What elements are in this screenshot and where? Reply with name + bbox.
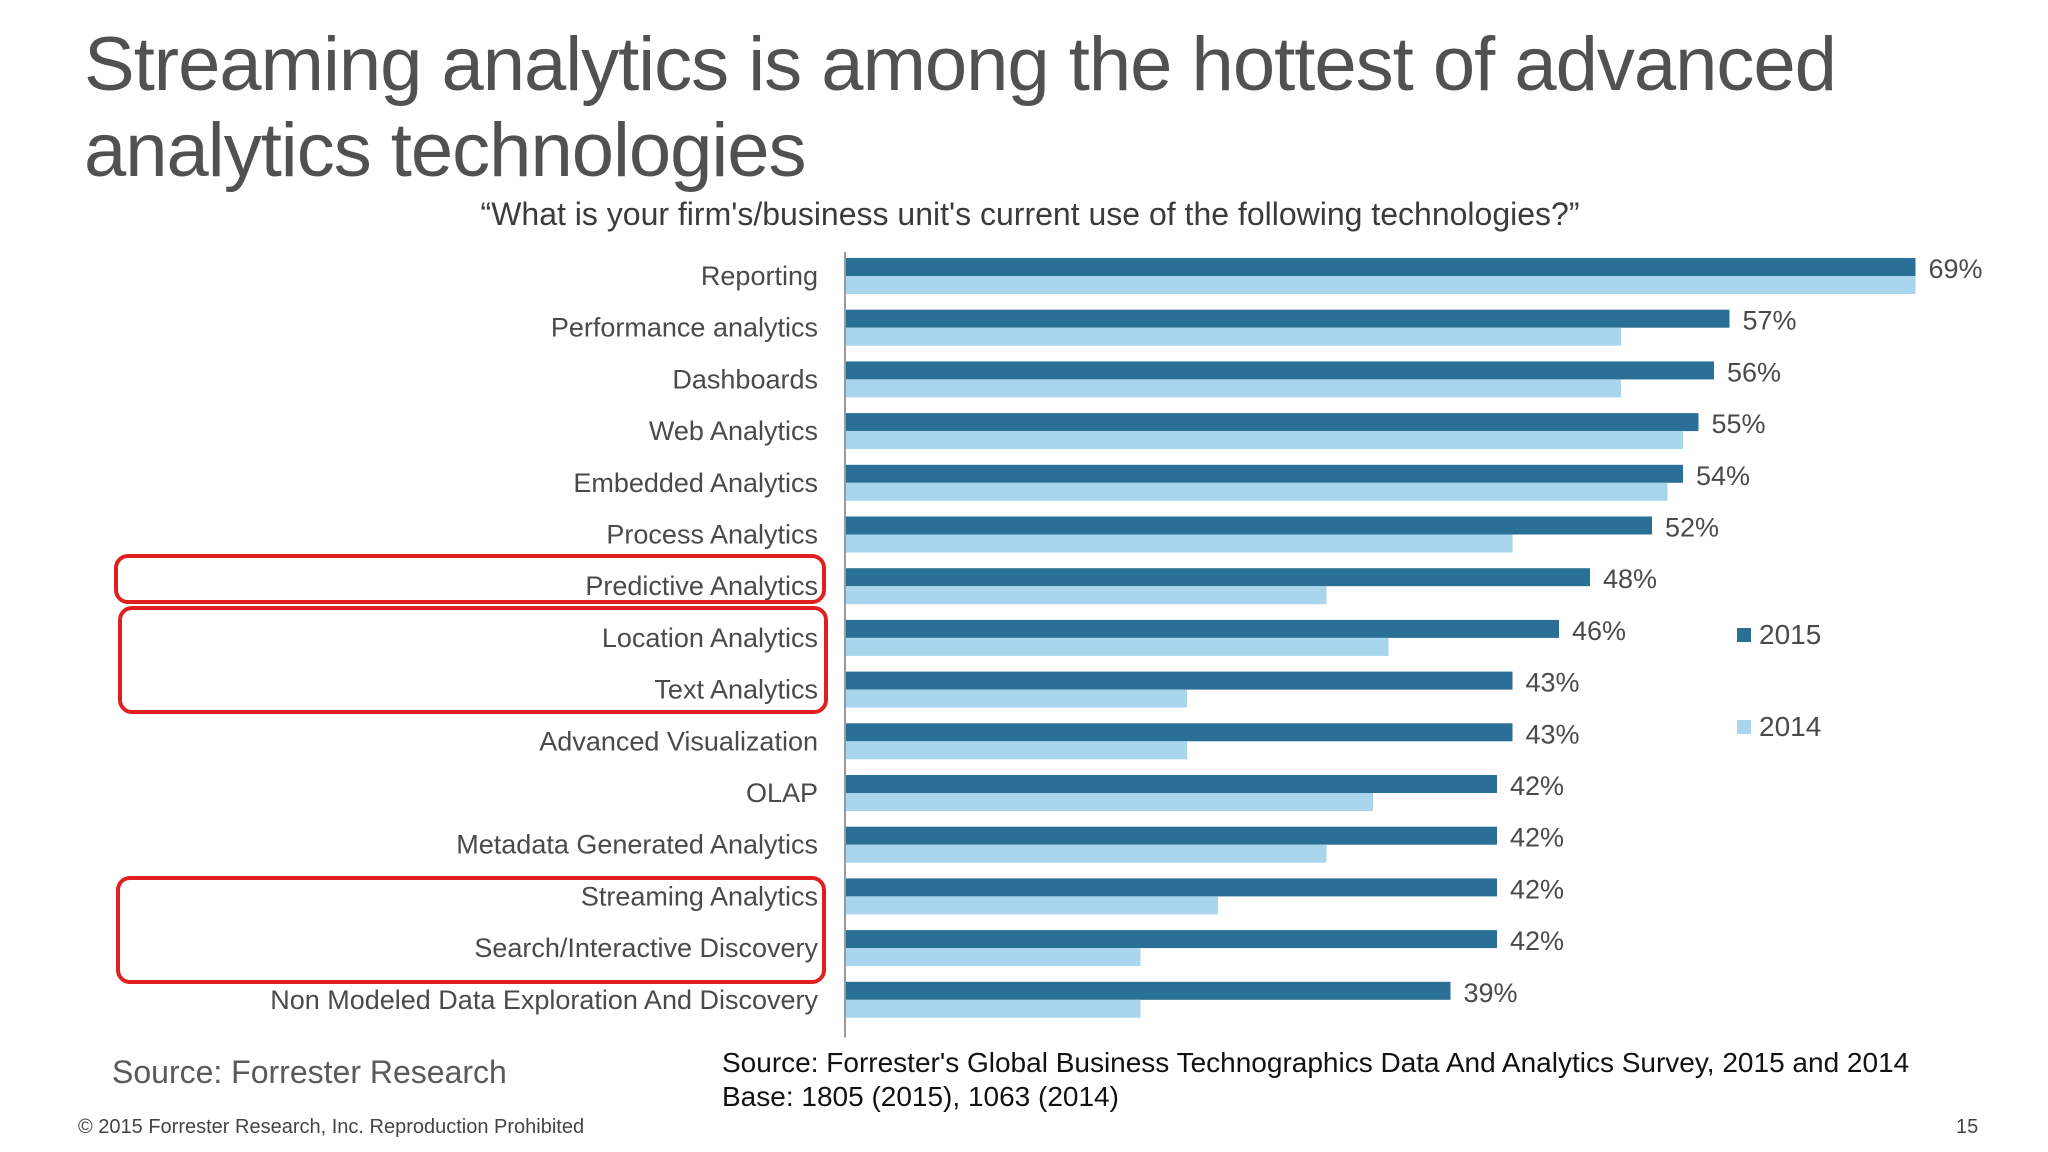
legend-swatch-2015 (1737, 628, 1751, 642)
data-label: 43% (1526, 719, 1580, 749)
bar-2015 (846, 568, 1590, 587)
category-label: Search/Interactive Discovery (474, 933, 818, 963)
category-label: Embedded Analytics (573, 468, 818, 498)
source-left: Source: Forrester Research (112, 1054, 507, 1090)
highlight-box (114, 554, 826, 604)
page-number: 15 (1956, 1116, 1979, 1138)
bar-2015 (846, 878, 1497, 897)
data-label: 52% (1665, 513, 1719, 543)
bar-2014 (846, 793, 1373, 811)
legend-swatch-2014 (1737, 720, 1751, 734)
bar-2014 (846, 844, 1327, 863)
bar-2015 (846, 671, 1513, 690)
category-label: Reporting (701, 261, 818, 291)
bar-2014 (846, 689, 1187, 708)
bar-2015 (846, 258, 1916, 276)
bar-2015 (846, 309, 1730, 328)
source-survey: Source: Forrester's Global Business Tech… (722, 1047, 1910, 1078)
data-label: 42% (1510, 874, 1564, 904)
bar-2015 (846, 464, 1683, 483)
category-label: Performance analytics (551, 313, 818, 343)
bar-2014 (846, 948, 1141, 967)
category-label: Advanced Visualization (539, 726, 818, 756)
bar-2014 (846, 896, 1218, 915)
legend-label-2014: 2014 (1759, 711, 1821, 742)
bar-2015 (846, 516, 1652, 535)
copyright: © 2015 Forrester Research, Inc. Reproduc… (78, 1116, 585, 1138)
bar-2014 (846, 741, 1187, 760)
data-label: 42% (1510, 771, 1564, 801)
bar-2015 (846, 775, 1497, 793)
bar-2015 (846, 723, 1513, 742)
category-label: Dashboards (672, 364, 818, 394)
bar-2015 (846, 361, 1714, 380)
category-label: Streaming Analytics (581, 881, 818, 911)
bar-2014 (846, 637, 1389, 656)
bar-chart: Reporting 69% Performance analytics 57% Dash… (114, 252, 1983, 1038)
bar-2014 (846, 276, 1916, 294)
bar-2015 (846, 413, 1699, 432)
highlight-box (118, 606, 828, 714)
legend-label-2015: 2015 (1759, 619, 1821, 650)
category-label: Web Analytics (649, 416, 818, 446)
data-label: 42% (1510, 823, 1564, 853)
bar-2015 (846, 930, 1497, 949)
data-label: 57% (1743, 306, 1797, 336)
bar-2014 (846, 327, 1621, 346)
category-label: OLAP (746, 778, 818, 808)
bar-2014 (846, 534, 1513, 553)
bar-2015 (846, 826, 1497, 845)
category-label: Text Analytics (654, 675, 818, 705)
slide-title: Streaming analytics is among the hottest… (84, 22, 1837, 193)
data-label: 56% (1727, 357, 1781, 387)
bar-2015 (846, 619, 1559, 638)
data-label: 48% (1603, 564, 1657, 594)
data-label: 42% (1510, 926, 1564, 956)
category-label: Location Analytics (602, 623, 818, 653)
category-label: Predictive Analytics (585, 571, 818, 601)
data-label: 54% (1696, 461, 1750, 491)
category-label: Non Modeled Data Exploration And Discove… (270, 985, 818, 1015)
bar-2015 (846, 981, 1451, 1000)
source-base: Base: 1805 (2015), 1063 (2014) (722, 1081, 1119, 1112)
category-label: Metadata Generated Analytics (456, 830, 818, 860)
data-label: 46% (1572, 616, 1626, 646)
bar-2014 (846, 999, 1141, 1018)
bar-2014 (846, 431, 1683, 450)
category-label: Process Analytics (606, 520, 818, 550)
data-label: 69% (1929, 254, 1983, 284)
bar-2014 (846, 482, 1668, 501)
data-label: 39% (1464, 978, 1518, 1008)
highlight-box (116, 876, 826, 984)
bar-2014 (846, 379, 1621, 398)
data-label: 43% (1526, 668, 1580, 698)
data-label: 55% (1712, 409, 1766, 439)
bar-2014 (846, 586, 1327, 605)
chart-subtitle: “What is your firm's/business unit's cur… (480, 196, 1580, 232)
source-note: Source: Forrester's Global Business Tech… (722, 1046, 1909, 1114)
